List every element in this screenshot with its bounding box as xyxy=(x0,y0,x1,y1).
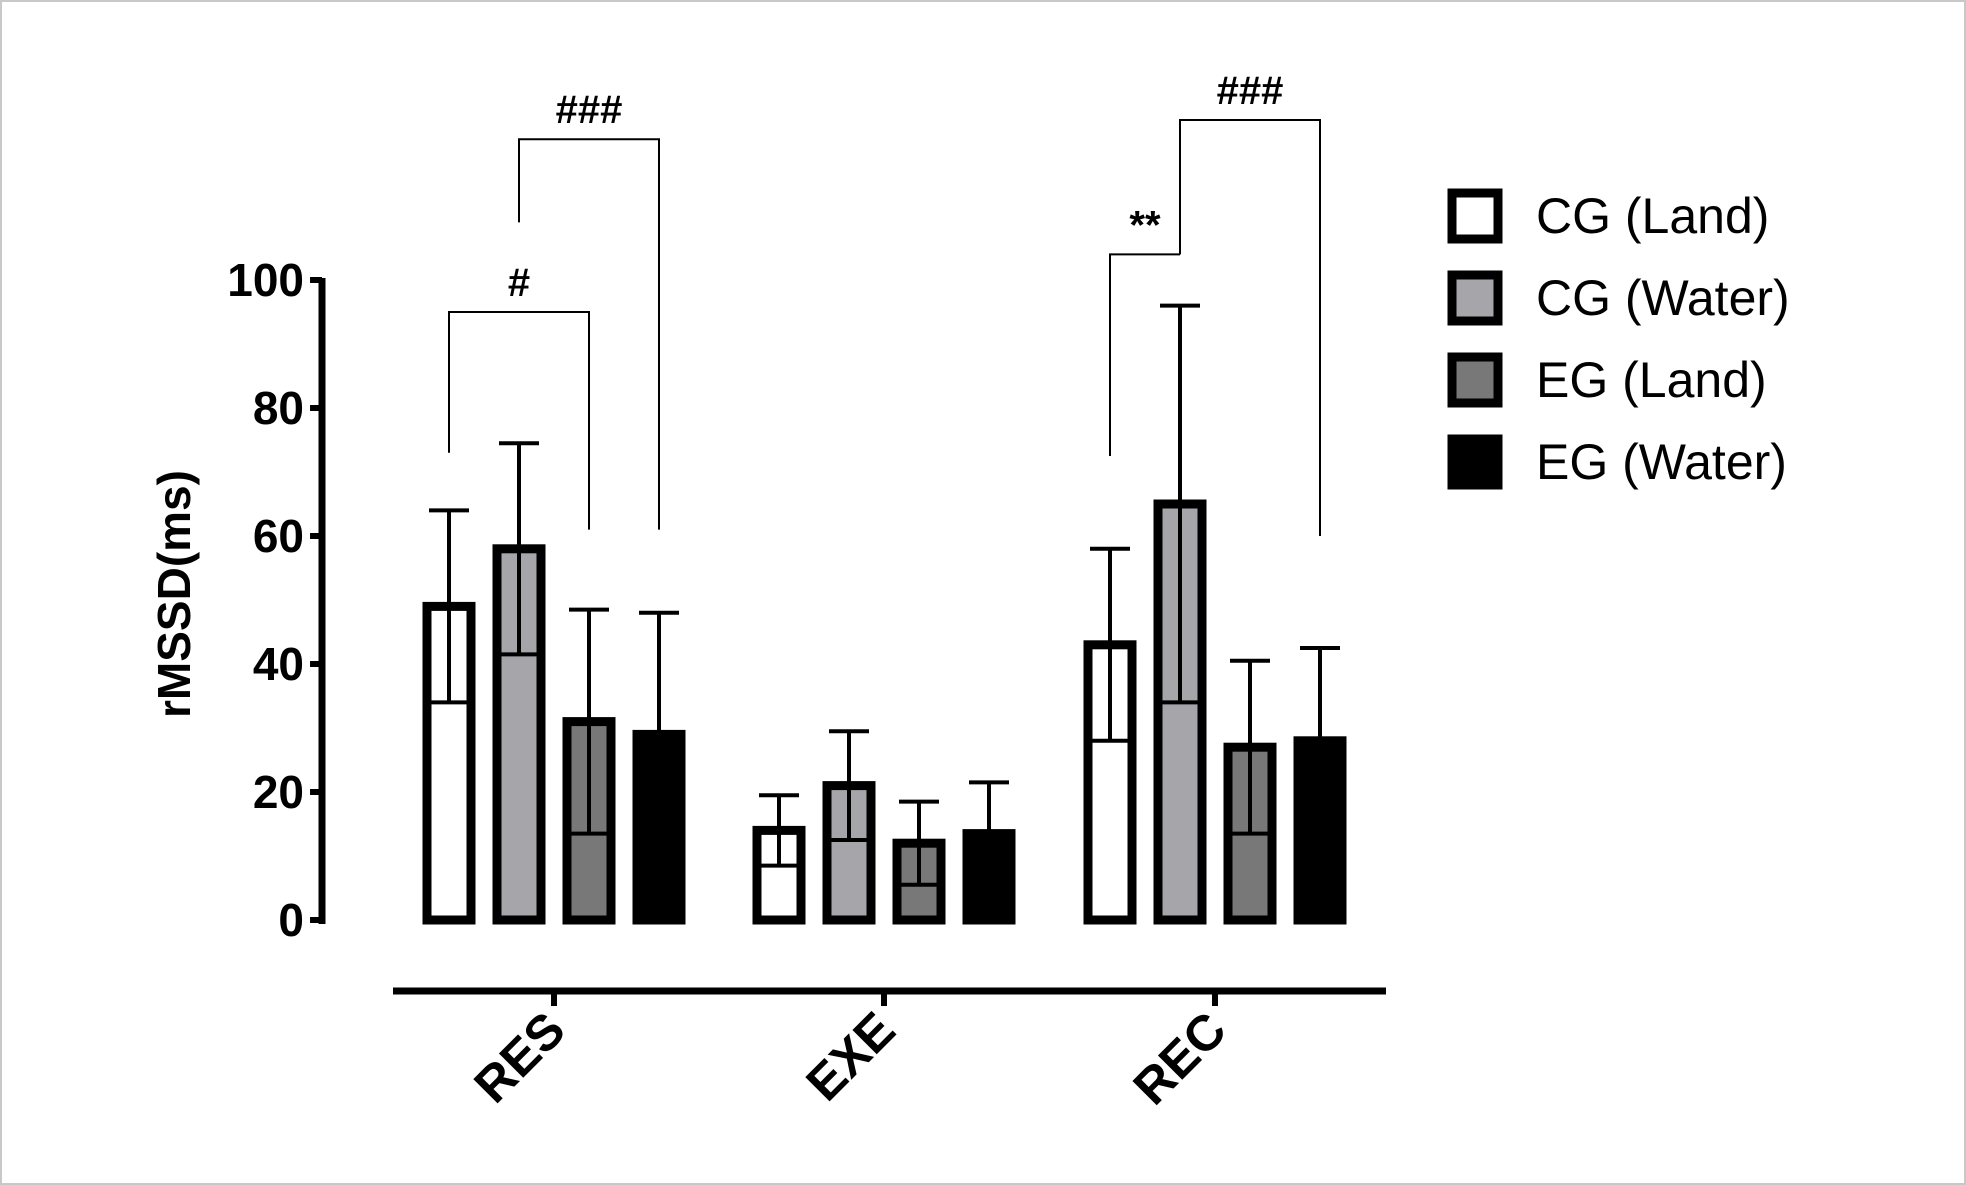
legend-label-0: CG (Land) xyxy=(1536,188,1769,244)
legend-swatch-1 xyxy=(1447,270,1503,326)
legend-label-3: EG (Water) xyxy=(1536,434,1787,490)
y-tick-label-80: 80 xyxy=(253,382,304,434)
significance-bracket-1 xyxy=(518,138,660,530)
significance-bracket-2 xyxy=(1109,253,1180,456)
y-tick-label-20: 20 xyxy=(253,766,304,818)
significance-bracket-3 xyxy=(1179,119,1321,536)
significance-label-1: ### xyxy=(556,88,623,132)
legend-label-2: EG (Land) xyxy=(1536,352,1767,408)
legend-swatch-0 xyxy=(1447,188,1503,244)
y-axis-label: rMSSD(ms) xyxy=(148,470,200,718)
y-tick-label-100: 100 xyxy=(227,254,304,306)
legend-label-1: CG (Water) xyxy=(1536,270,1790,326)
y-tick-label-0: 0 xyxy=(278,894,304,946)
significance-label-3: ### xyxy=(1217,69,1284,113)
significance-bracket-0 xyxy=(448,311,590,530)
y-tick-label-40: 40 xyxy=(253,638,304,690)
y-tick-label-60: 60 xyxy=(253,510,304,562)
significance-label-2: ** xyxy=(1129,203,1161,247)
significance-label-0: # xyxy=(508,261,530,305)
legend-swatch-3 xyxy=(1447,434,1503,490)
legend-swatch-2 xyxy=(1447,352,1503,408)
